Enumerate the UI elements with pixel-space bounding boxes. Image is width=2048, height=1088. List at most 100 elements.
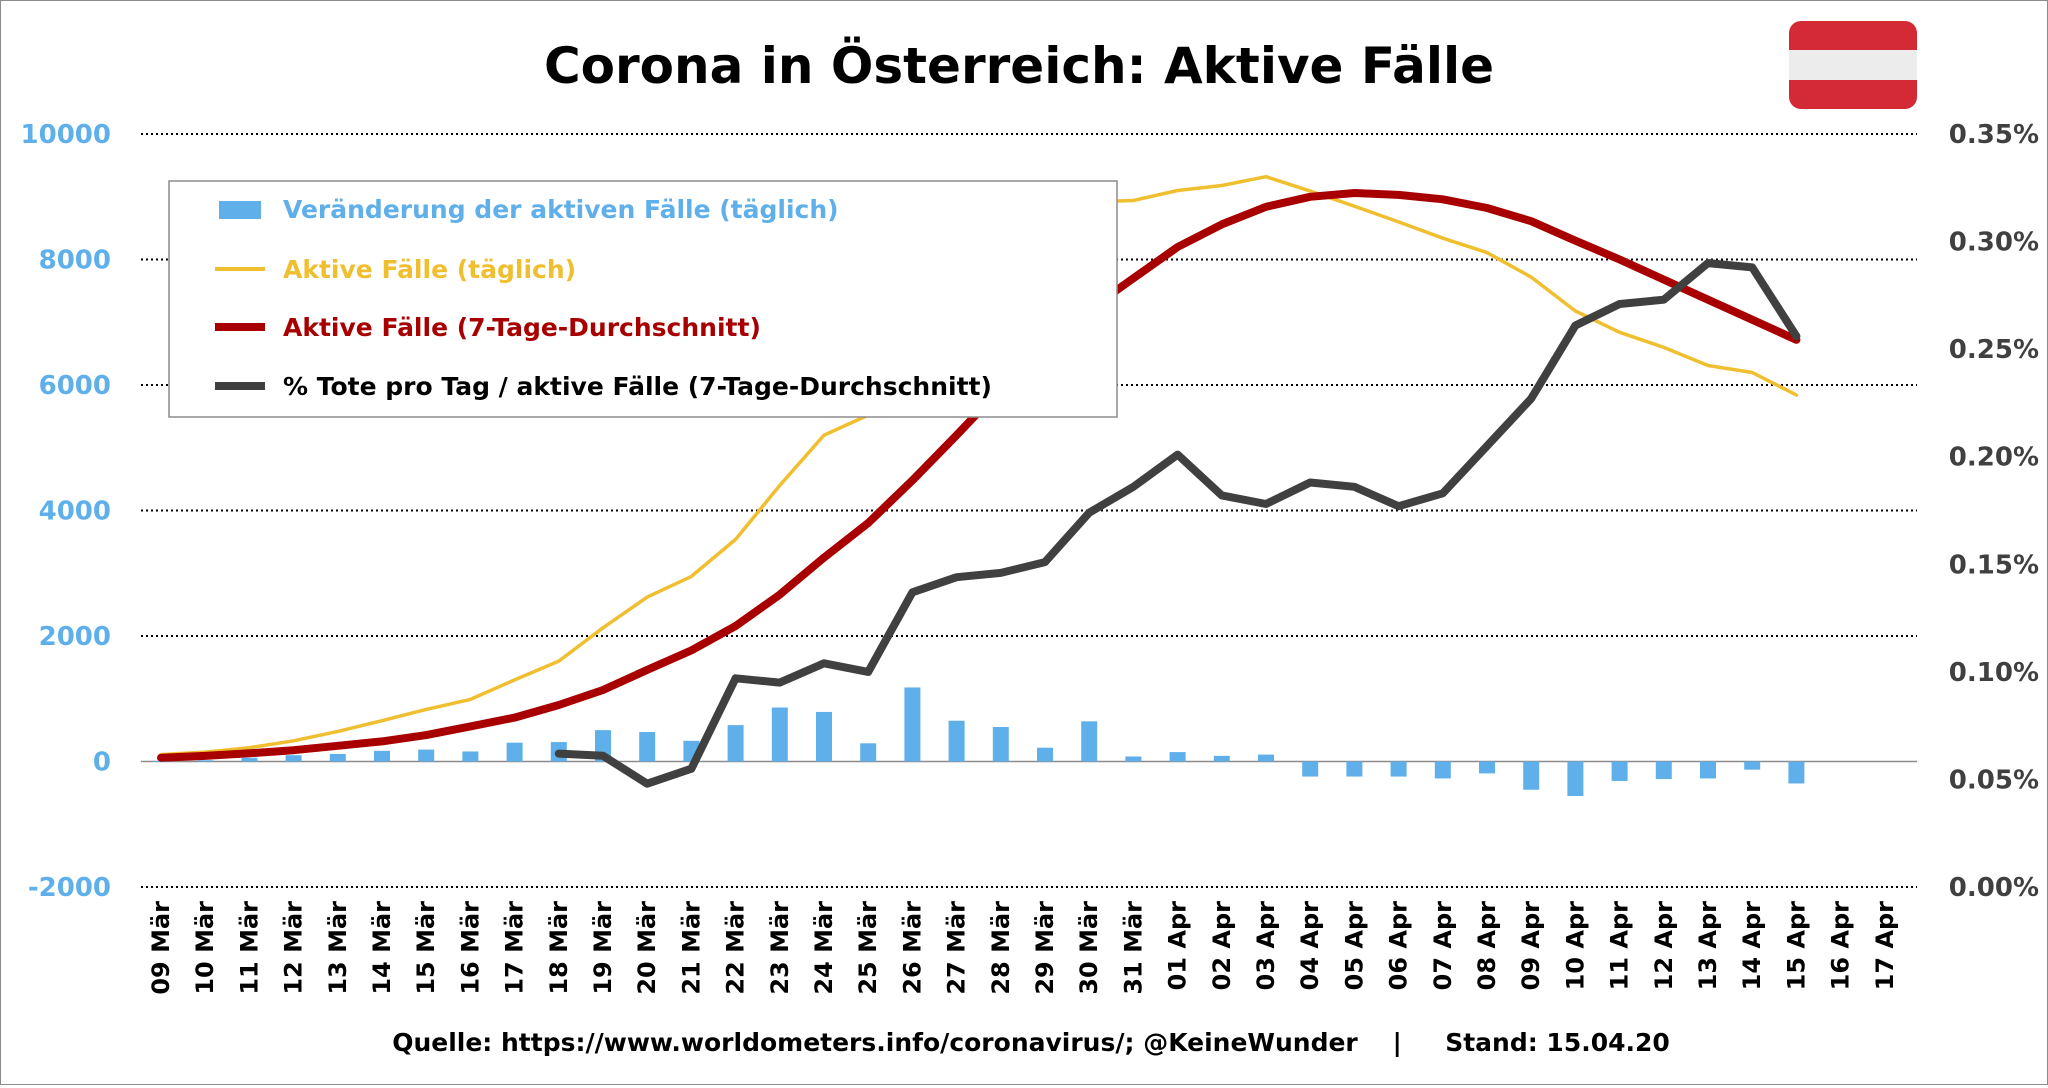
legend-label-bar: Veränderung der aktiven Fälle (täglich) [283,195,839,224]
bar [1434,761,1451,779]
x-tick-label: 17 Mär [501,901,529,995]
left-axis: 10000 8000 6000 4000 2000 0 -2000 [21,120,111,903]
x-tick-label: 15 Apr [1782,901,1810,991]
right-tick-label: 0.30% [1949,228,2039,258]
death-rate-line [554,259,1801,788]
x-tick-label: 12 Mär [280,901,308,995]
bar [1169,752,1186,762]
bar [948,720,965,762]
bar [1655,761,1672,780]
right-tick-label: 0.05% [1949,765,2039,795]
right-axis: 0.35% 0.30% 0.25% 0.20% 0.15% 0.10% 0.05% 0.00% [1949,120,2039,903]
legend-label-pct: % Tote pro Tag / aktive Fälle (7-Tage-Du… [283,372,992,401]
x-tick-label: 31 Mär [1119,901,1147,995]
bar [1302,761,1319,777]
x-tick-label: 17 Apr [1871,901,1899,991]
x-tick-label: 27 Mär [943,901,971,995]
bar [1523,761,1540,790]
bar [1744,761,1761,770]
bar [1125,756,1142,762]
x-tick-label: 21 Mär [677,901,705,995]
bar [1213,755,1230,762]
bar [374,750,390,762]
bar [418,749,435,762]
left-tick-label: 10000 [21,120,111,150]
x-tick-label: 29 Mär [1031,901,1059,995]
bar [771,707,788,762]
x-tick-label: 30 Mär [1075,901,1103,995]
bar [1390,761,1407,777]
right-tick-label: 0.00% [1949,873,2039,903]
bar [992,726,1009,762]
x-tick-label: 15 Mär [412,901,440,995]
bar [285,755,302,762]
bar [1037,747,1053,762]
bar [1479,761,1495,774]
left-tick-label: 6000 [39,371,111,401]
legend: Veränderung der aktiven Fälle (täglich) … [168,180,1118,418]
bar [506,742,523,762]
bar [816,711,832,762]
bar [1081,721,1098,762]
x-tick-label: 10 Apr [1561,901,1589,991]
x-tick-label: 04 Apr [1296,901,1324,991]
legend-label-daily: Aktive Fälle (täglich) [283,255,576,284]
bar [1567,761,1584,797]
x-tick-label: 25 Mär [854,901,882,995]
left-tick-label: 8000 [39,246,111,276]
legend-swatch-bar [219,201,261,219]
x-axis-labels: 09 Mär 10 Mär 11 Mär 12 Mär 13 Mär 14 Mär 15 M… [147,901,1899,995]
left-tick-label: 0 [93,748,111,778]
bar [1700,761,1716,779]
x-tick-label: 20 Mär [633,901,661,995]
x-tick-label: 06 Apr [1385,901,1413,991]
x-tick-label: 28 Mär [987,901,1015,995]
left-tick-label: -2000 [28,873,111,903]
x-tick-label: 13 Apr [1694,901,1722,991]
bar [1611,761,1628,781]
bar [639,732,656,762]
x-tick-label: 07 Apr [1429,901,1457,991]
bar [904,687,921,762]
bar [1258,754,1274,762]
right-tick-label: 0.15% [1949,550,2039,580]
left-tick-label: 4000 [39,497,111,527]
x-tick-label: 02 Apr [1208,901,1236,991]
right-tick-label: 0.10% [1949,658,2039,688]
x-tick-label: 13 Mär [324,901,352,995]
x-tick-label: 10 Mär [191,901,219,995]
right-tick-label: 0.25% [1949,335,2039,365]
x-tick-label: 19 Mär [589,901,617,995]
x-tick-label: 08 Apr [1473,901,1501,991]
x-tick-label: 14 Mär [368,901,396,995]
x-tick-label: 12 Apr [1650,901,1678,991]
x-tick-label: 23 Mär [766,901,794,995]
x-tick-label: 03 Apr [1252,901,1280,991]
x-tick-label: 14 Apr [1738,901,1766,991]
bar [1788,761,1805,784]
x-tick-label: 18 Mär [545,901,573,995]
x-tick-label: 11 Apr [1606,901,1634,991]
source-note: Quelle: https://www.worldometers.info/co… [392,1028,1670,1057]
legend-box [168,180,1118,418]
legend-label-avg: Aktive Fälle (7-Tage-Durchschnitt) [283,313,761,342]
x-tick-label: 24 Mär [810,901,838,995]
bar [329,753,346,762]
bar [860,743,877,762]
x-tick-label: 22 Mär [722,901,750,995]
x-tick-label: 11 Mär [235,901,263,995]
austria-flag-icon [1789,21,1917,109]
bar [462,751,479,762]
x-tick-label: 26 Mär [898,901,926,995]
x-tick-label: 16 Apr [1827,901,1855,991]
x-tick-label: 09 Apr [1517,901,1545,991]
chart-title: Corona in Österreich: Aktive Fälle [544,36,1494,95]
x-tick-label: 16 Mär [456,901,484,995]
x-tick-label: 05 Apr [1340,901,1368,991]
bar [1346,761,1363,777]
bar [727,725,744,762]
bar [241,757,258,762]
x-tick-label: 09 Mär [147,901,175,995]
